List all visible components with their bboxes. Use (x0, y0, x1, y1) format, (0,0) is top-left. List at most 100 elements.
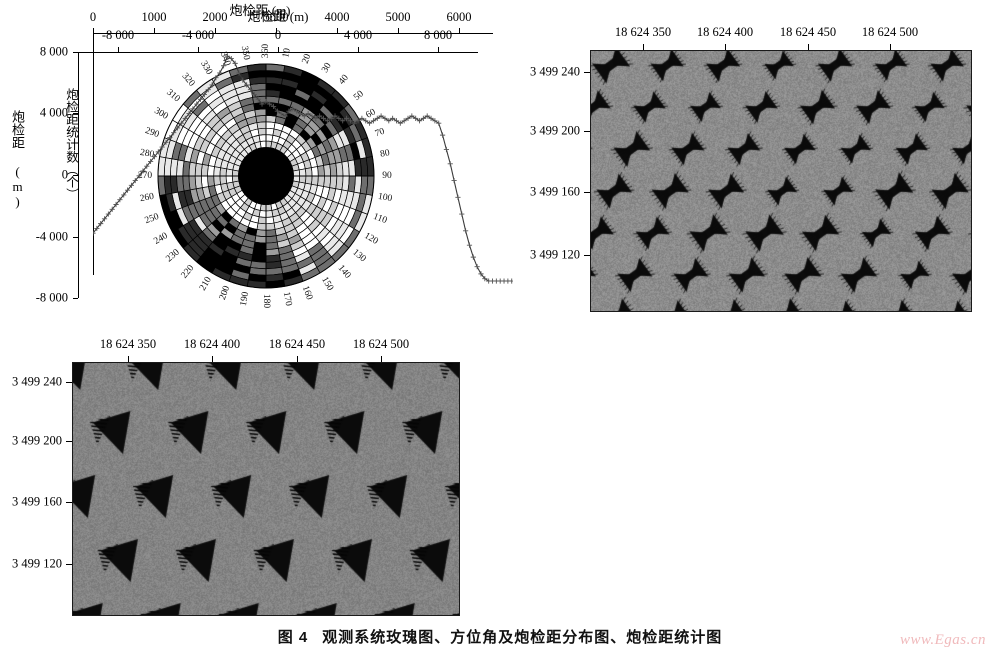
panel-b-xtick-label: 18 624 450 (779, 25, 837, 39)
panel-b-ytick-mark (584, 255, 590, 256)
panel-c-xtick-mark (381, 356, 382, 362)
data-point-marker (390, 115, 396, 121)
panel-b-xtick-label: 18 624 500 (861, 25, 919, 39)
panel-azimuth-distribution: 18 624 350 18 624 400 18 624 450 18 624 … (500, 0, 1000, 330)
data-point-marker (221, 63, 227, 69)
data-point-marker (132, 177, 138, 184)
data-point-marker (236, 70, 242, 76)
data-point-marker (324, 118, 330, 124)
data-point-marker (482, 276, 488, 282)
panel-c-xtick-mark (128, 356, 129, 362)
data-point-marker (270, 103, 277, 110)
data-point-marker (151, 154, 158, 160)
panel-d-xtick-value: 5000 (385, 10, 411, 24)
figure-caption-text: 观测系统玫瑰图、方位角及炮检距分布图、炮检距统计图 (322, 629, 723, 646)
rose-angle-label: 180 (261, 293, 271, 309)
panel-d-xtick-value: 1000 (141, 10, 167, 24)
panel-b-xtick-mark (725, 44, 726, 50)
panel-d-xtick-mark (398, 28, 399, 33)
data-point-marker (413, 115, 419, 121)
panel-a-xtick-label: -8 000 (101, 28, 135, 42)
data-point-marker (305, 111, 311, 117)
data-point-marker (217, 70, 223, 76)
data-point-marker (470, 254, 476, 260)
data-point-marker (174, 125, 181, 131)
data-point-marker (332, 113, 338, 119)
panel-b-xtick-label: 18 624 350 (614, 25, 672, 39)
panel-d-xtick-mark (215, 28, 216, 33)
rose-diagram-plot: 10 20 30 40 50 60 70 80 90 100 110 120 130 140 150 160 1… (138, 44, 393, 308)
panel-b-xtick-mark (890, 44, 891, 50)
data-point-marker (313, 115, 319, 121)
data-point-marker (359, 115, 365, 121)
panel-c-ytick-label: 3 499 200 (12, 433, 62, 448)
panel-b-ytick-label: 3 499 200 (530, 123, 580, 138)
panel-a-ytick-label: 4 000 (39, 105, 68, 120)
data-point-marker (386, 118, 392, 124)
panel-c-ytick-label: 3 499 240 (12, 374, 62, 389)
data-point-marker (190, 106, 196, 112)
panel-d-xtick-label: 5000 (386, 10, 411, 25)
panel-a-x-axis-title: 炮检距 (m) (247, 9, 309, 24)
data-point-marker (293, 108, 300, 114)
panel-b-xtick-mark (808, 44, 809, 50)
data-point-marker (451, 177, 457, 184)
panel-d-xtick-label: 1000 (142, 10, 167, 25)
data-point-marker (409, 113, 415, 119)
data-point-marker (439, 132, 446, 138)
panel-d-xtick-label: 2000 (203, 10, 228, 25)
data-point-marker (343, 115, 350, 121)
panel-a-left-axis-line (78, 52, 79, 298)
data-point-marker (478, 271, 484, 277)
data-point-marker (374, 115, 380, 121)
panel-b-ytick-label: 3 499 160 (530, 184, 580, 199)
panel-a-xtick-mark (118, 47, 119, 52)
panel-offset-distribution: 18 624 350 18 624 400 18 624 450 18 624 … (0, 330, 500, 660)
panel-c-ytick-label: 3 499 120 (12, 556, 62, 571)
data-point-marker (278, 111, 284, 117)
panel-a-top-axis-line (78, 52, 478, 53)
data-point-marker (247, 87, 254, 93)
panel-a-ytick-label: 8 000 (39, 44, 68, 59)
data-point-marker (317, 113, 323, 119)
panel-d-xtick-value: 3000 (263, 10, 289, 24)
azimuth-image-canvas (591, 51, 971, 311)
data-point-marker (263, 99, 269, 105)
data-point-marker (282, 113, 288, 119)
watermark: www.Egas.cn (899, 632, 986, 648)
data-point-marker (182, 115, 188, 121)
panel-offset-statistics: 炮检距 (m) 0 1000 2000 3000 4000 5000 6000 … (0, 0, 513, 330)
panel-b-ytick-mark (584, 131, 590, 132)
panel-c-ytick-mark (66, 441, 72, 442)
data-point-marker (144, 163, 150, 169)
data-point-marker (347, 118, 353, 124)
data-point-marker (244, 82, 250, 88)
panel-c-ytick-label: 3 499 160 (12, 494, 62, 509)
data-point-marker (128, 182, 135, 188)
figure-caption: 图 4 观测系统玫瑰图、方位角及炮检距分布图、炮检距统计图 (0, 626, 1000, 647)
panel-a-xtick-label: 8 000 (423, 28, 453, 42)
data-point-marker (309, 113, 315, 119)
data-point-marker (366, 120, 373, 126)
data-point-marker (159, 144, 165, 150)
data-point-marker (474, 264, 480, 270)
panel-d-xtick-label: 6000 (447, 10, 472, 25)
data-point-marker (424, 113, 430, 119)
data-point-marker (286, 108, 292, 114)
panel-d-left-axis-line (93, 33, 94, 275)
panel-d-xtick-mark (459, 28, 460, 33)
data-point-marker (382, 115, 388, 121)
data-point-marker (98, 221, 104, 227)
data-point-marker (171, 130, 177, 136)
panel-a-ytick-mark (73, 237, 78, 238)
data-point-marker (136, 173, 142, 179)
data-point-marker (194, 101, 200, 107)
panel-rose-diagram: 炮检距 (m) -8 000 -4 000 0 4 000 8 000 8 00… (0, 0, 500, 330)
data-point-marker (155, 149, 161, 155)
panel-d-xtick-label: 3000 (264, 10, 289, 25)
panel-c-xtick-label: 18 624 400 (183, 337, 241, 351)
panel-a-ytick-mark (73, 175, 78, 176)
panel-b-ytick-label: 3 499 120 (530, 247, 580, 262)
panel-d-xtick-mark (276, 28, 277, 33)
